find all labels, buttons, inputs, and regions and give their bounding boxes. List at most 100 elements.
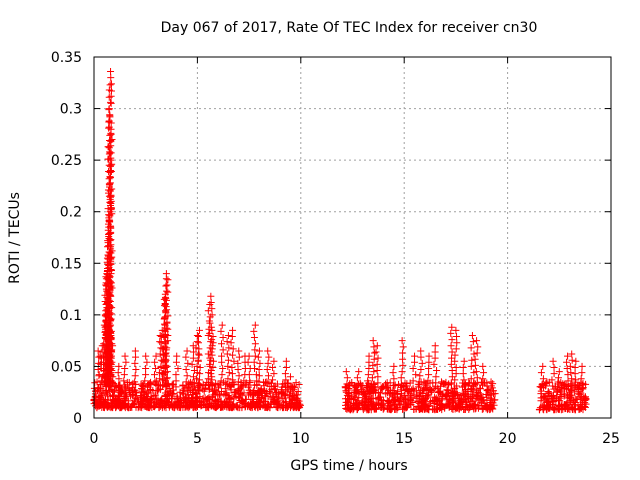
data-point bbox=[208, 305, 216, 313]
data-point bbox=[182, 366, 190, 374]
data-point bbox=[121, 352, 129, 360]
data-point bbox=[214, 395, 222, 403]
data-point bbox=[94, 384, 102, 392]
data-point bbox=[372, 399, 380, 407]
data-point bbox=[394, 404, 402, 412]
data-point bbox=[447, 329, 455, 337]
data-point bbox=[451, 357, 459, 365]
data-point bbox=[228, 333, 236, 341]
data-point bbox=[467, 362, 475, 370]
data-point bbox=[479, 362, 487, 370]
data-point bbox=[374, 379, 382, 387]
data-point bbox=[218, 340, 226, 348]
data-point bbox=[115, 381, 123, 389]
data-point bbox=[399, 343, 407, 351]
data-point bbox=[469, 402, 477, 410]
data-point bbox=[107, 379, 115, 387]
data-point bbox=[229, 351, 237, 359]
data-point bbox=[453, 339, 461, 347]
data-point bbox=[359, 404, 367, 412]
data-point bbox=[457, 392, 465, 400]
data-point bbox=[168, 390, 176, 398]
data-point bbox=[246, 388, 254, 396]
data-point bbox=[412, 394, 420, 402]
data-point bbox=[435, 388, 443, 396]
data-point bbox=[397, 397, 405, 405]
data-point bbox=[292, 391, 300, 399]
data-point bbox=[262, 378, 270, 386]
data-point bbox=[368, 374, 376, 382]
data-point bbox=[146, 404, 154, 412]
data-point bbox=[163, 306, 171, 314]
data-point bbox=[164, 331, 172, 339]
data-point bbox=[239, 398, 247, 406]
data-point bbox=[390, 375, 398, 383]
data-point bbox=[229, 376, 237, 384]
data-point bbox=[193, 362, 201, 370]
data-point bbox=[195, 387, 203, 395]
data-point bbox=[271, 382, 279, 390]
data-point bbox=[553, 387, 561, 395]
data-point bbox=[152, 352, 160, 360]
data-point bbox=[414, 393, 422, 401]
data-point bbox=[193, 401, 201, 409]
data-point bbox=[361, 391, 369, 399]
plot-frame bbox=[93, 56, 612, 419]
data-point bbox=[207, 367, 215, 375]
x-tick-label: 5 bbox=[193, 431, 202, 447]
data-point bbox=[480, 369, 488, 377]
data-point bbox=[105, 123, 113, 131]
data-point bbox=[107, 92, 115, 100]
data-point bbox=[537, 369, 545, 377]
data-point bbox=[150, 403, 158, 411]
data-point bbox=[141, 377, 149, 385]
data-point bbox=[207, 379, 215, 387]
data-point bbox=[140, 396, 148, 404]
data-point bbox=[466, 379, 474, 387]
data-point bbox=[224, 331, 232, 339]
data-point bbox=[164, 276, 172, 284]
data-point bbox=[453, 382, 461, 390]
data-point bbox=[374, 354, 382, 362]
data-point bbox=[409, 377, 417, 385]
data-point bbox=[192, 344, 200, 352]
data-point bbox=[370, 368, 378, 376]
data-point bbox=[369, 361, 377, 369]
data-point bbox=[544, 387, 552, 395]
data-point bbox=[270, 393, 278, 401]
data-point bbox=[388, 405, 396, 413]
data-point bbox=[469, 338, 477, 346]
data-point bbox=[417, 353, 425, 361]
data-point bbox=[187, 396, 195, 404]
data-point bbox=[417, 366, 425, 374]
data-point bbox=[542, 392, 550, 400]
data-point bbox=[120, 396, 128, 404]
data-point bbox=[225, 344, 233, 352]
data-point bbox=[487, 395, 495, 403]
data-point bbox=[208, 326, 216, 334]
data-point bbox=[175, 398, 183, 406]
data-point bbox=[245, 352, 253, 360]
data-point bbox=[577, 392, 585, 400]
data-point bbox=[439, 402, 447, 410]
x-tick-label: 10 bbox=[292, 431, 310, 447]
data-point bbox=[131, 359, 139, 367]
data-point bbox=[143, 358, 151, 366]
data-point bbox=[578, 381, 586, 389]
data-point bbox=[103, 390, 111, 398]
data-point bbox=[355, 394, 363, 402]
x-tick-label: 20 bbox=[499, 431, 517, 447]
data-point bbox=[109, 373, 117, 381]
data-point bbox=[163, 380, 171, 388]
data-point bbox=[570, 388, 578, 396]
data-point bbox=[432, 373, 440, 381]
data-point bbox=[347, 394, 355, 402]
data-point bbox=[547, 401, 555, 409]
data-point bbox=[282, 363, 290, 371]
data-point bbox=[264, 372, 272, 380]
data-point bbox=[424, 377, 432, 385]
data-point bbox=[107, 166, 115, 174]
data-point bbox=[107, 99, 115, 107]
x-tick-label: 25 bbox=[602, 431, 620, 447]
data-point bbox=[216, 392, 224, 400]
